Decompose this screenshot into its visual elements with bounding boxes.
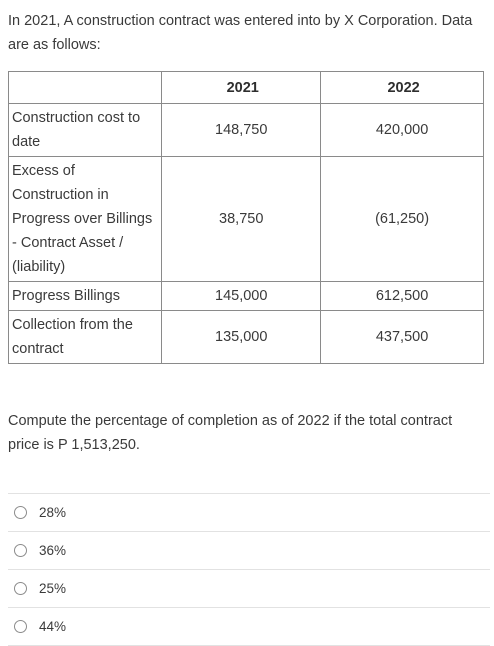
header-2021: 2021 [161,71,322,104]
table-header-row: 2021 2022 [7,71,484,104]
table-row: Collection from the contract 135,000 437… [7,310,484,364]
row-label-collection: Collection from the contract [7,310,163,364]
option-label: 44% [39,619,67,634]
option-label: 28% [39,505,67,520]
problem-intro: In 2021, A construction contract was ent… [8,13,473,53]
row-label-progress-billings: Progress Billings [7,281,163,311]
cell-2022-progress-billings: 612,500 [320,281,484,311]
answer-option[interactable]: 36% [8,532,490,570]
radio-button[interactable] [14,544,27,557]
radio-button[interactable] [14,582,27,595]
answer-option[interactable]: 28% [8,494,490,532]
cell-2021-collection: 135,000 [161,310,322,364]
question-text: Compute the percentage of completion as … [8,413,453,453]
answer-option[interactable]: 44% [8,608,490,646]
row-label-excess-cip: Excess of Construction in Progress over … [7,156,163,282]
cell-2021-construction-cost: 148,750 [161,103,322,157]
row-label-construction-cost: Construction cost to date [7,103,163,157]
cell-2022-collection: 437,500 [320,310,484,364]
table-row: Construction cost to date 148,750 420,00… [7,103,484,157]
table-row: Progress Billings 145,000 612,500 [7,281,484,311]
table-row: Excess of Construction in Progress over … [7,156,484,282]
radio-button[interactable] [14,506,27,519]
header-2022: 2022 [320,71,484,104]
answer-options: 28% 36% 25% 44% [8,493,490,646]
cell-2021-progress-billings: 145,000 [161,281,322,311]
contract-data-table: 2021 2022 Construction cost to date 148,… [7,71,484,364]
cell-2022-construction-cost: 420,000 [320,103,484,157]
header-empty-cell [7,71,163,104]
option-label: 36% [39,543,67,558]
answer-option[interactable]: 25% [8,570,490,608]
cell-2021-excess-cip: 38,750 [161,156,322,282]
radio-button[interactable] [14,620,27,633]
option-label: 25% [39,581,67,596]
cell-2022-excess-cip: (61,250) [320,156,484,282]
